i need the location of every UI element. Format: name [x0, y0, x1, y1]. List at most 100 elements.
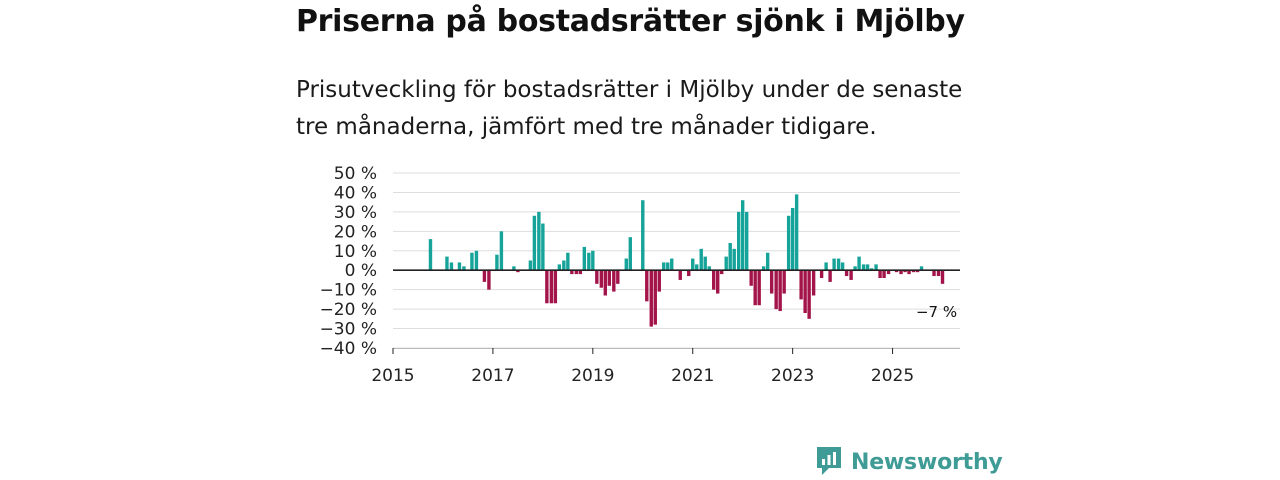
x-tick-label: 2021	[671, 366, 714, 386]
latest-value-annotation: −7 %	[916, 303, 957, 321]
bar	[840, 262, 845, 271]
bar	[737, 211, 741, 271]
bar	[765, 252, 770, 271]
bar	[782, 270, 786, 294]
bar	[807, 270, 811, 319]
bar	[512, 266, 516, 271]
bar	[778, 270, 782, 312]
bar	[799, 270, 803, 300]
bar	[724, 256, 728, 271]
bar	[936, 270, 941, 277]
bar	[645, 270, 649, 302]
bar	[761, 266, 766, 271]
y-tick-label: 10 %	[334, 242, 377, 262]
y-tick-label: 20 %	[334, 222, 377, 242]
bar	[732, 248, 736, 271]
bar	[595, 270, 599, 284]
bar	[886, 270, 891, 275]
x-tick-label: 2017	[471, 366, 514, 386]
bar	[670, 258, 674, 271]
y-tick-label: −10 %	[320, 281, 377, 301]
bar	[832, 258, 836, 271]
bar	[857, 256, 861, 271]
bar	[528, 260, 533, 271]
bar	[861, 264, 866, 271]
bar	[828, 270, 832, 282]
bar	[470, 252, 474, 271]
bar	[749, 270, 753, 286]
x-tick-label: 2025	[871, 366, 914, 386]
bar	[794, 194, 799, 271]
bar	[811, 270, 816, 296]
bar	[699, 248, 703, 271]
y-tick-label: −20 %	[320, 300, 377, 320]
y-tick-label: −40 %	[320, 339, 377, 359]
bar	[786, 215, 791, 271]
bar	[449, 262, 454, 271]
bar	[716, 270, 720, 294]
bar	[612, 270, 616, 292]
bar	[553, 270, 558, 304]
bar	[703, 256, 707, 271]
bar	[678, 270, 682, 280]
bar	[462, 266, 466, 271]
bar	[753, 270, 757, 306]
x-tick-label: 2015	[371, 366, 414, 386]
bar	[940, 270, 945, 284]
x-tick-label: 2023	[771, 366, 814, 386]
bar	[566, 252, 570, 271]
bar	[869, 268, 874, 271]
y-tick-label: 30 %	[334, 203, 377, 223]
chart-subtitle: Prisutveckling för bostadsrätter i Mjölb…	[296, 77, 963, 140]
bar	[844, 270, 849, 277]
bar	[582, 246, 587, 271]
bar	[487, 270, 491, 290]
bar	[653, 270, 657, 325]
bar	[657, 270, 661, 292]
bar	[903, 270, 907, 273]
bar	[790, 208, 795, 271]
x-tick-label: 2019	[571, 366, 614, 386]
bar	[562, 260, 566, 271]
bar	[774, 270, 778, 310]
bar	[662, 262, 666, 271]
bar	[819, 270, 824, 278]
bar	[865, 264, 870, 271]
bar	[915, 270, 920, 273]
bar	[499, 231, 504, 271]
bar	[532, 215, 537, 271]
bar	[744, 211, 749, 271]
bar	[882, 270, 886, 278]
y-tick-label: −30 %	[320, 320, 377, 340]
bar	[874, 264, 878, 271]
bar	[587, 252, 591, 271]
bar	[495, 254, 499, 271]
bar-series	[428, 194, 945, 327]
bar	[919, 266, 924, 271]
bar	[557, 264, 562, 271]
bar	[641, 200, 645, 271]
bar	[687, 270, 691, 277]
newsworthy-logo[interactable]: Newsworthy	[815, 446, 1003, 478]
bar	[666, 262, 670, 271]
bar	[574, 270, 579, 275]
tick-labels: 50 %40 %30 %20 %10 %0 %−10 %−20 %−30 %−4…	[320, 164, 958, 386]
bar	[649, 270, 653, 327]
bar	[691, 258, 695, 271]
bar	[537, 211, 541, 271]
bar	[907, 270, 911, 275]
y-tick-label: 40 %	[334, 183, 377, 203]
bar	[516, 270, 520, 273]
bar	[695, 264, 699, 271]
bar	[541, 223, 545, 271]
bar	[428, 239, 433, 271]
bar	[932, 270, 936, 277]
bar	[720, 270, 724, 275]
logo-text: Newsworthy	[851, 449, 1003, 475]
bar	[899, 270, 903, 275]
bar	[545, 270, 549, 304]
bar	[803, 270, 807, 313]
bar	[474, 250, 479, 271]
bar	[878, 270, 882, 278]
